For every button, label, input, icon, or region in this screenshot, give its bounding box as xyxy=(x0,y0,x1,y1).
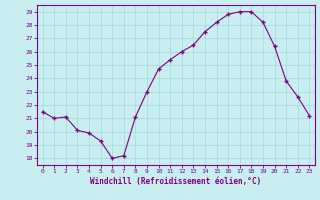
X-axis label: Windchill (Refroidissement éolien,°C): Windchill (Refroidissement éolien,°C) xyxy=(91,177,261,186)
